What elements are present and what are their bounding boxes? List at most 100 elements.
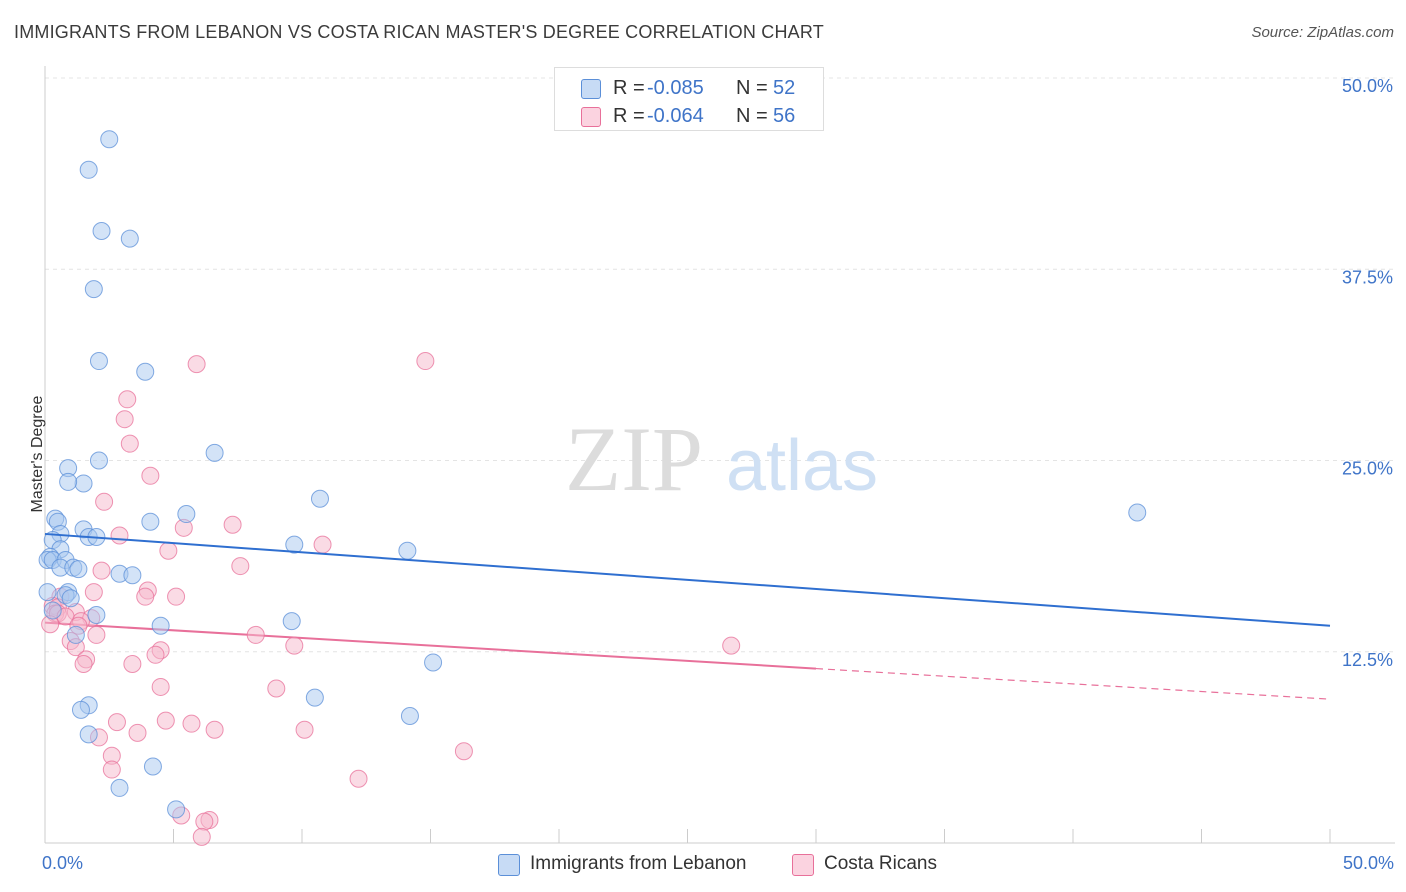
watermark: ZIP atlas — [565, 408, 878, 510]
data-point — [71, 700, 90, 719]
data-point — [120, 229, 139, 248]
data-point — [79, 725, 98, 744]
stats-r-value: -0.064 — [647, 105, 704, 127]
legend-label-costa-ricans: Costa Ricans — [824, 853, 937, 874]
y-tick-label: 12.5% — [1342, 650, 1393, 670]
data-point — [136, 362, 155, 381]
axes — [44, 66, 1395, 844]
data-point — [84, 583, 103, 602]
data-point — [69, 560, 88, 579]
data-point — [87, 625, 106, 644]
data-point — [295, 720, 314, 739]
data-point — [151, 616, 170, 635]
data-point — [128, 723, 147, 742]
data-point — [123, 566, 142, 585]
data-point — [43, 601, 62, 620]
chart-title: IMMIGRANTS FROM LEBANON VS COSTA RICAN M… — [14, 22, 824, 42]
data-point — [123, 654, 142, 673]
data-point — [100, 130, 119, 149]
data-point — [205, 720, 224, 739]
data-point — [66, 625, 85, 644]
data-point — [285, 636, 304, 655]
stats-swatch-lebanon — [581, 79, 601, 99]
trend-line — [44, 532, 1331, 627]
data-point — [120, 434, 139, 453]
y-tick-label: 37.5% — [1342, 267, 1393, 287]
data-point — [79, 160, 98, 179]
data-point — [95, 492, 114, 511]
y-tick-label: 50.0% — [1342, 76, 1393, 96]
data-point — [74, 474, 93, 493]
legend: Immigrants from Lebanon Costa Ricans — [0, 852, 1406, 878]
y-tick-labels: 12.5% 25.0% 37.5% 50.0% — [1342, 76, 1393, 670]
data-point — [192, 827, 211, 846]
x-tick-label-min: 0.0% — [42, 853, 84, 873]
data-point — [92, 561, 111, 580]
stats-box: R = -0.085 N = 52 R = -0.064 N = 56 — [554, 67, 824, 131]
data-point — [187, 355, 206, 374]
data-point — [159, 541, 178, 560]
data-point — [223, 515, 242, 534]
data-point — [282, 612, 301, 631]
data-point — [285, 535, 304, 554]
data-point — [182, 714, 201, 733]
data-point — [61, 589, 80, 608]
stats-n-value: 56 — [773, 105, 796, 127]
stats-r-label: R = — [613, 77, 645, 99]
data-point — [722, 636, 741, 655]
data-point — [151, 677, 170, 696]
data-point — [146, 645, 165, 664]
data-point — [313, 535, 332, 554]
data-point — [177, 505, 196, 524]
stats-n-label: N = — [736, 105, 768, 127]
data-point — [454, 742, 473, 761]
stats-n-label: N = — [736, 77, 768, 99]
data-point — [205, 443, 224, 462]
trend-lebanon — [44, 532, 1331, 627]
data-point — [424, 653, 443, 672]
trend-line — [44, 621, 817, 670]
data-point — [141, 466, 160, 485]
data-point — [143, 757, 162, 776]
data-point — [267, 679, 286, 698]
watermark-zip: ZIP — [565, 408, 703, 510]
data-point — [89, 352, 108, 371]
data-point — [305, 688, 324, 707]
stats-r-value: -0.085 — [647, 77, 704, 99]
x-tick-label-max: 50.0% — [1342, 853, 1394, 873]
points-lebanon — [38, 130, 1147, 819]
points-costa-ricans — [41, 352, 741, 846]
data-point — [84, 280, 103, 299]
data-point — [167, 800, 186, 819]
legend-swatch-costa-ricans — [792, 854, 814, 876]
data-point — [1128, 503, 1147, 522]
data-point — [89, 451, 108, 470]
data-point — [74, 654, 93, 673]
data-point — [136, 587, 155, 606]
data-point — [59, 472, 78, 491]
stats-row-lebanon: R = -0.085 N = 52 — [555, 75, 823, 103]
data-point — [118, 390, 137, 409]
data-point — [398, 541, 417, 560]
source-label: Source: ZipAtlas.com — [1251, 24, 1394, 41]
legend-swatch-lebanon — [498, 854, 520, 876]
stats-n-value: 52 — [773, 77, 796, 99]
data-point — [349, 769, 368, 788]
data-point — [115, 410, 134, 429]
stats-r-label: R = — [613, 105, 645, 127]
trend-costa-ricans — [44, 621, 1331, 700]
stats-row-costa-ricans: R = -0.064 N = 56 — [555, 103, 823, 131]
data-point — [92, 222, 111, 240]
data-point — [231, 557, 250, 576]
data-point — [310, 489, 329, 508]
data-point — [400, 707, 419, 726]
data-point — [110, 778, 129, 797]
watermark-atlas: atlas — [726, 426, 878, 506]
data-point — [167, 587, 186, 606]
y-tick-label: 25.0% — [1342, 459, 1393, 479]
stats-swatch-costa-ricans — [581, 107, 601, 127]
data-point — [107, 713, 126, 732]
data-point — [195, 812, 214, 831]
data-point — [246, 625, 265, 644]
